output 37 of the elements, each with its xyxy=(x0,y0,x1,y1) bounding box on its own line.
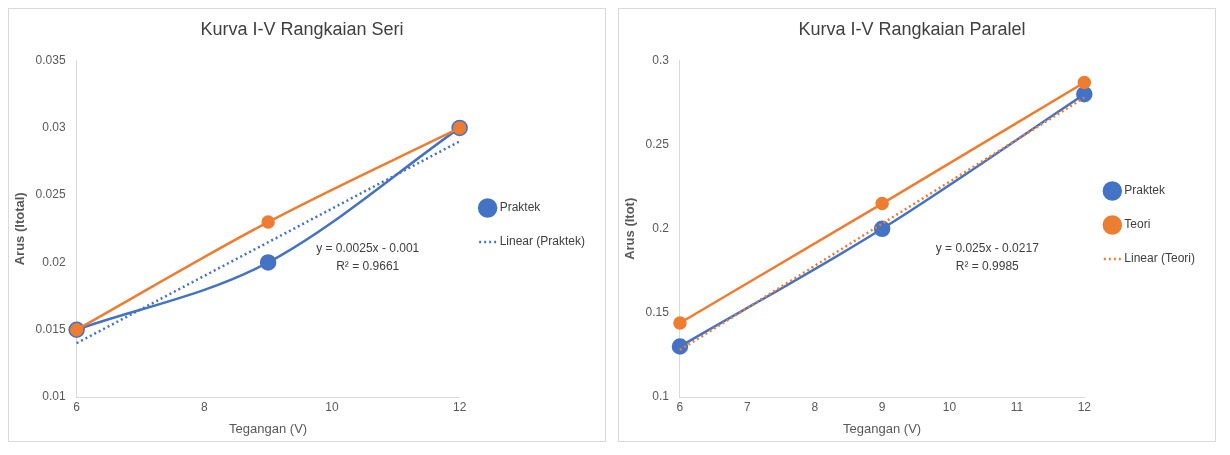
y-tick-label: 0.015 xyxy=(35,322,66,337)
legend-label: Praktek xyxy=(1124,183,1166,198)
annotation: R² = 0.9661 xyxy=(336,259,400,274)
legend-label: Teori xyxy=(1124,217,1151,232)
annotation: y = 0.0025x - 0.001 xyxy=(316,241,420,256)
x-tick-label: 8 xyxy=(811,399,819,414)
y-tick-label: 0.2 xyxy=(652,221,670,236)
x-tick-label: 10 xyxy=(942,399,957,414)
x-tick-label: 8 xyxy=(200,399,208,414)
chart-title: Kurva I-V Rangkaian Paralel xyxy=(798,18,1026,39)
y-tick-label: 0.3 xyxy=(652,52,670,67)
y-tick-label: 0.02 xyxy=(42,254,66,269)
x-tick-label: 7 xyxy=(744,399,751,414)
x-tick-label: 12 xyxy=(452,399,467,414)
x-tick-label: 9 xyxy=(878,399,886,414)
y-tick-label: 0.01 xyxy=(42,389,66,404)
y-tick-label: 0.025 xyxy=(35,187,66,202)
y-axis-title: Arus (Itot) xyxy=(622,197,638,260)
x-tick-label: 6 xyxy=(73,399,81,414)
y-tick-label: 0.25 xyxy=(645,137,670,152)
x-tick-label: 11 xyxy=(1010,399,1024,414)
x-tick-label: 12 xyxy=(1077,399,1092,414)
y-tick-label: 0.03 xyxy=(42,120,66,135)
chart-title: Kurva I-V Rangkaian Seri xyxy=(200,18,404,39)
x-tick-label: 10 xyxy=(325,399,339,414)
annotation: y = 0.025x - 0.0217 xyxy=(935,241,1040,256)
x-tick-label: 6 xyxy=(676,399,684,414)
y-tick-label: 0.1 xyxy=(652,389,670,404)
legend-label: Linear (Praktek) xyxy=(499,234,586,249)
y-tick-label: 0.035 xyxy=(35,52,66,67)
x-axis-title: Tegangan (V) xyxy=(843,420,922,436)
legend-label: Praktek xyxy=(499,200,542,215)
annotation: R² = 0.9985 xyxy=(955,259,1020,274)
y-axis-title: Arus (Itotal) xyxy=(12,192,28,266)
legend-label: Linear (Teori) xyxy=(1124,251,1196,266)
y-tick-label: 0.15 xyxy=(645,305,670,320)
x-axis-title: Tegangan (V) xyxy=(229,420,308,436)
